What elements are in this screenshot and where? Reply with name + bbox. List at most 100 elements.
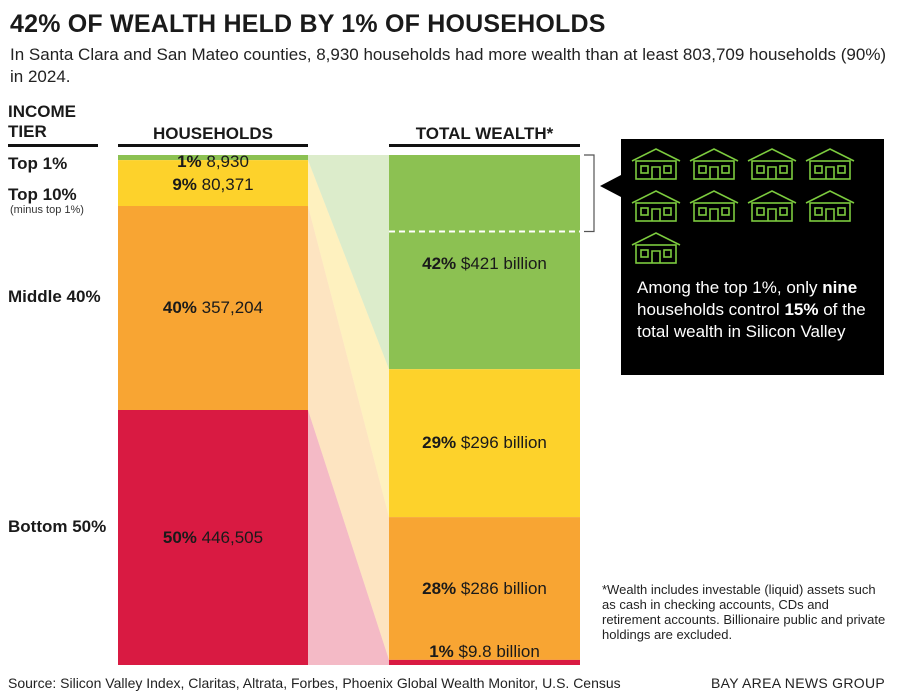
- house-icon-window-left: [814, 207, 823, 216]
- callout-bracket: [584, 154, 595, 233]
- house-icon-door: [709, 208, 719, 221]
- house-icon-window-right: [837, 207, 846, 216]
- households-value-2: 40% 357,204: [162, 298, 264, 317]
- house-icon-window-left: [756, 165, 765, 174]
- households-value-1: 9% 80,371: [172, 175, 254, 195]
- households-bar-1: [118, 160, 308, 206]
- house-icon: [689, 190, 739, 222]
- wealth-value-1: 29% $296 billion: [422, 433, 547, 453]
- callout-bold-percent: 15%: [784, 300, 819, 319]
- total-wealth-rule: [389, 144, 580, 147]
- households-value-3: 50% 446,505: [162, 527, 264, 547]
- house-icon-body: [751, 160, 793, 180]
- callout-text-before: Among the top 1%, only: [637, 278, 823, 297]
- house-icon-roof: [689, 148, 739, 162]
- wealth-value-0: 42% $421 billion: [422, 254, 547, 274]
- income-tier-heading-line1: INCOME: [8, 102, 76, 121]
- chart-title: 42% OF WEALTH HELD BY 1% OF HOUSEHOLDS: [10, 10, 606, 38]
- flow-band-3: [308, 410, 389, 665]
- house-icon-window-right: [721, 165, 730, 174]
- flow-band-0: [308, 155, 389, 370]
- house-icon-body: [693, 160, 735, 180]
- wealth-bar-1: [389, 369, 580, 518]
- house-icon: [631, 190, 681, 222]
- households-value-0: 1% 8,930: [177, 152, 249, 171]
- credit: BAY AREA NEWS GROUP: [711, 675, 886, 691]
- house-icon: [747, 148, 797, 180]
- households-bar-2: [118, 206, 308, 410]
- callout-text: Among the top 1%, only nine households c…: [637, 277, 882, 343]
- house-icon: [747, 190, 797, 222]
- tier-label-1: Top 10%: [8, 185, 77, 205]
- house-icon-door: [825, 208, 835, 221]
- households-heading: HOUSEHOLDS: [153, 124, 273, 143]
- house-icon-roof: [747, 190, 797, 204]
- callout-text-after: of the total wealth in Silicon Valley: [637, 300, 866, 341]
- house-icon-window-right: [837, 165, 846, 174]
- house-icon-body: [693, 202, 735, 222]
- house-icon-roof: [747, 148, 797, 162]
- house-icon-window-left: [640, 207, 649, 216]
- house-icon: [805, 190, 855, 222]
- tier-label-3: Bottom 50%: [8, 516, 107, 536]
- callout-text-mid: households control: [637, 300, 785, 319]
- chart-subtitle: In Santa Clara and San Mateo counties, 8…: [10, 45, 887, 86]
- house-icon-door: [709, 166, 719, 179]
- house-icon-window-left: [640, 165, 649, 174]
- house-icon-window-left: [640, 249, 649, 258]
- callout-bold-nine: nine: [822, 278, 858, 297]
- flow-band-2: [308, 206, 389, 660]
- income-tier-rule: [8, 144, 98, 147]
- house-icon-roof: [631, 190, 681, 204]
- tier-label-2: Middle 40%: [8, 287, 101, 306]
- house-icon-roof: [631, 148, 681, 162]
- wealth-bar-2: [389, 517, 580, 660]
- wealth-bar-3: [389, 659, 580, 665]
- wealth-value-2: 28% $286 billion: [422, 578, 547, 598]
- tier-label-0: Top 1%: [8, 154, 68, 173]
- house-icon-body: [751, 202, 793, 222]
- households-bar-3: [118, 410, 308, 665]
- house-icon-window-right: [721, 207, 730, 216]
- house-icon-window-right: [779, 207, 788, 216]
- house-icon-roof: [805, 190, 855, 204]
- footnote: *Wealth includes investable (liquid) ass…: [602, 582, 886, 642]
- house-icon-window-right: [663, 165, 672, 174]
- source-note: Source: Silicon Valley Index, Claritas, …: [8, 675, 621, 691]
- house-icon-body: [809, 160, 851, 180]
- house-icon-roof: [631, 232, 681, 246]
- house-icon-door: [767, 166, 777, 179]
- income-tier-heading-line2: TIER: [8, 122, 47, 141]
- house-icon-window-left: [698, 207, 707, 216]
- tier-note-1: (minus top 1%): [10, 204, 84, 217]
- house-icon-door: [651, 250, 661, 263]
- flow-band-1: [308, 160, 389, 518]
- house-icon-window-right: [663, 249, 672, 258]
- house-icon: [631, 232, 681, 264]
- house-icon-window-left: [756, 207, 765, 216]
- house-icon-door: [651, 166, 661, 179]
- house-icon-window-right: [779, 165, 788, 174]
- house-icon: [631, 148, 681, 180]
- house-icon: [689, 148, 739, 180]
- house-icon-body: [809, 202, 851, 222]
- house-icon-window-left: [814, 165, 823, 174]
- total-wealth-heading: TOTAL WEALTH*: [415, 124, 554, 143]
- house-icon-window-left: [698, 165, 707, 174]
- house-icon-window-right: [663, 207, 672, 216]
- households-rule: [118, 144, 308, 147]
- house-icon-door: [651, 208, 661, 221]
- house-icon: [805, 148, 855, 180]
- house-icon-door: [825, 166, 835, 179]
- wealth-value-3: 1% $9.8 billion: [429, 641, 540, 661]
- callout-pointer: [600, 175, 621, 197]
- house-icon-body: [635, 160, 677, 180]
- house-icon-roof: [689, 190, 739, 204]
- house-icon-roof: [805, 148, 855, 162]
- households-bar-0: [118, 155, 308, 161]
- income-tier-heading: INCOME TIER: [8, 102, 98, 142]
- wealth-bar-0: [389, 155, 580, 370]
- house-icon-body: [635, 244, 677, 264]
